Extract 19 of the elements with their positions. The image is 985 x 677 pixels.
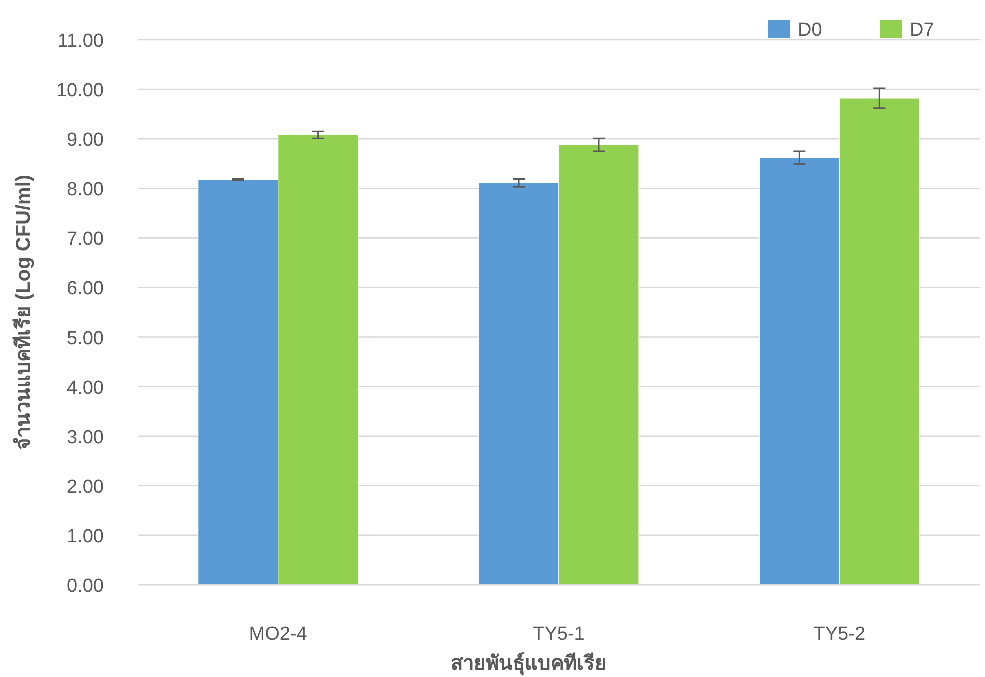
y-axis-title: จำนวนแบคทีเรีย (Log CFU/ml) <box>12 174 35 450</box>
y-tick-label: 11.00 <box>58 31 104 52</box>
x-axis-title: สายพันธุ์แบคทีเรีย <box>451 652 607 676</box>
y-tick-label: 10.00 <box>56 80 104 102</box>
y-tick-label: 8.00 <box>67 180 104 201</box>
y-tick-label: 7.00 <box>67 229 104 250</box>
y-tick-label: 2.00 <box>67 476 104 498</box>
y-tick-label: 0.00 <box>67 576 104 597</box>
y-tick-label: 9.00 <box>67 130 104 152</box>
legend-label: D7 <box>910 20 934 41</box>
y-tick-label: 1.00 <box>67 526 104 548</box>
x-tick-label: MO2-4 <box>249 624 308 645</box>
x-tick-label: TY5-1 <box>533 624 585 645</box>
y-tick-label: 6.00 <box>67 278 104 300</box>
legend-label: D0 <box>798 20 822 41</box>
y-tick-label: 3.00 <box>67 427 104 448</box>
y-tick-label: 4.00 <box>67 378 104 399</box>
y-tick-label: 5.00 <box>67 328 104 350</box>
x-tick-label: TY5-2 <box>814 624 866 645</box>
